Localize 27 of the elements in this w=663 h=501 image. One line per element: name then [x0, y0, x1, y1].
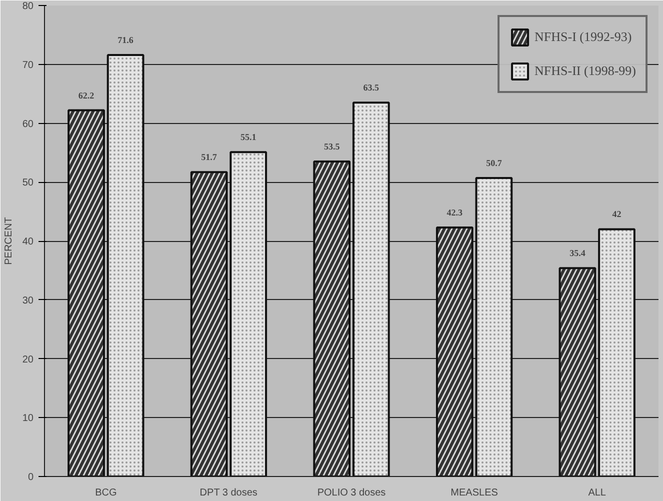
y-axis-title: PERCENT — [3, 217, 14, 265]
x-tick-label: MEASLES — [450, 488, 498, 498]
data-label: 35.4 — [570, 248, 586, 258]
x-tick-label: DPT 3 doses — [200, 488, 258, 498]
data-label: 71.6 — [118, 34, 134, 45]
data-label: 63.5 — [363, 82, 380, 93]
y-tick-label: 10 — [22, 413, 34, 424]
data-label: 42 — [612, 209, 622, 220]
data-label: 51.7 — [201, 152, 218, 162]
x-tick-label: POLIO 3 doses — [317, 488, 386, 498]
y-tick-label: 30 — [22, 295, 34, 306]
y-tick-label: 20 — [22, 354, 34, 366]
data-label: 62.2 — [78, 90, 95, 100]
legend-label: NFHS-II (1998-99) — [534, 63, 636, 79]
y-tick-label: 0 — [28, 472, 34, 483]
x-tick-label: ALL — [588, 488, 606, 498]
x-tick-label: BCG — [95, 488, 117, 498]
data-label: 50.7 — [486, 158, 502, 168]
y-tick-label: 80 — [22, 1, 34, 12]
legend-label: NFHS-I (1992-93) — [534, 29, 632, 45]
y-tick-label: 60 — [22, 118, 34, 130]
y-tick-label: 70 — [22, 60, 34, 71]
data-label: 42.3 — [446, 207, 464, 218]
y-tick-label: 50 — [22, 178, 34, 189]
data-label: 55.1 — [240, 132, 257, 142]
data-label: 53.5 — [324, 142, 340, 152]
y-tick-label: 40 — [22, 236, 34, 248]
